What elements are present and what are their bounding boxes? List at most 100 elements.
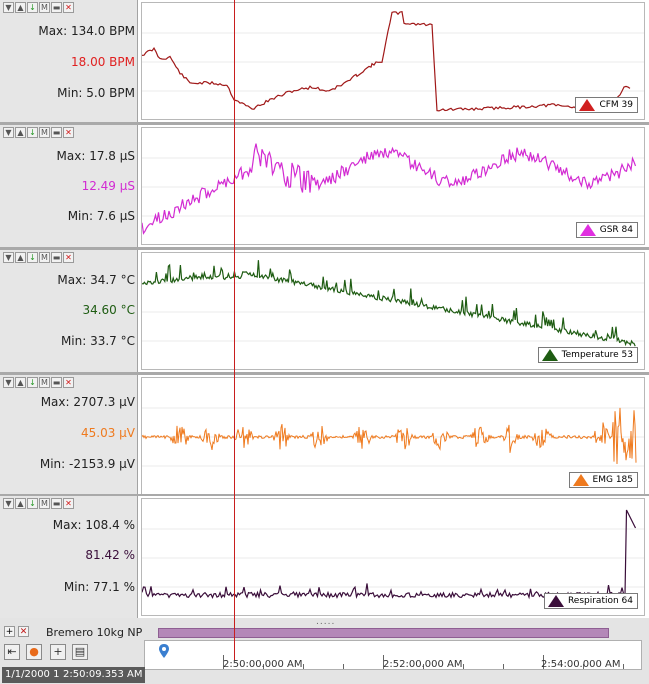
marker-icon[interactable]: M (39, 2, 50, 13)
waveform-plot[interactable]: CFM 39 (141, 2, 645, 120)
channel-divider[interactable] (0, 247, 649, 250)
location-pin-icon[interactable]: ● (26, 644, 42, 660)
legend-label: EMG 185 (592, 475, 633, 485)
marker-icon[interactable]: M (39, 252, 50, 263)
current-value: 12.49 µS (81, 179, 135, 193)
waveform-svg (142, 509, 644, 600)
channel-legend[interactable]: CFM 39 (575, 97, 638, 113)
channel-info-panel: ▼ ▲ ↓ M ▬ ✕ Max: 2707.3 µV 45.03 µV Min:… (0, 375, 138, 497)
move-down-icon[interactable]: ↓ (27, 498, 38, 509)
major-tick (223, 655, 224, 669)
min-value: Min: -2153.9 µV (39, 457, 135, 471)
channel-legend[interactable]: EMG 185 (568, 472, 638, 488)
major-tick (383, 655, 384, 669)
add-marker-icon[interactable]: + (50, 644, 66, 660)
channel-toolbar: ▼ ▲ ↓ M ▬ ✕ (3, 377, 74, 388)
min-value: Min: 33.7 °C (60, 334, 135, 348)
time-cursor-line[interactable] (234, 0, 235, 660)
current-value: 45.03 µV (80, 426, 135, 440)
expand-icon[interactable]: ▲ (15, 252, 26, 263)
channel-gsr: ▼ ▲ ↓ M ▬ ✕ Max: 17.8 µS 12.49 µS Min: 7… (0, 125, 649, 247)
minor-tick (503, 664, 504, 669)
collapse-icon[interactable]: ▼ (3, 127, 14, 138)
minor-tick (423, 664, 424, 669)
channel-info-panel: ▼ ▲ ↓ M ▬ ✕ Max: 34.7 °C 34.60 °C Min: 3… (0, 250, 138, 372)
channel-triangle-icon (579, 99, 596, 111)
channel-legend[interactable]: GSR 84 (575, 222, 638, 238)
time-axis[interactable]: 2:50:00.000 AM 2:52:00.000 AM 2:54:00.00… (144, 640, 642, 670)
channel-divider[interactable] (0, 122, 649, 125)
expand-icon[interactable]: ▲ (15, 498, 26, 509)
waveform-line (142, 407, 637, 465)
collapse-icon[interactable]: ▼ (3, 252, 14, 263)
tick-label: 2:50:00.000 AM (223, 659, 303, 670)
max-value: Max: 134.0 BPM (38, 24, 135, 38)
event-track: + ✕ Bremero 10kg NP (0, 626, 649, 642)
legend-label: Respiration 64 (567, 596, 633, 606)
remove-event-icon[interactable]: ✕ (18, 626, 29, 637)
marker-icon[interactable]: M (39, 377, 50, 388)
channel-legend[interactable]: Respiration 64 (543, 593, 638, 609)
channel-toolbar: ▼ ▲ ↓ M ▬ ✕ (3, 127, 74, 138)
close-icon[interactable]: ✕ (63, 377, 74, 388)
close-icon[interactable]: ✕ (63, 498, 74, 509)
collapse-icon[interactable]: ▼ (3, 2, 14, 13)
event-bar[interactable] (158, 628, 609, 638)
add-event-icon[interactable]: + (4, 626, 15, 637)
move-down-icon[interactable]: ↓ (27, 127, 38, 138)
export-icon[interactable]: ⇤ (4, 644, 20, 660)
tick-label: 2:52:00.000 AM (383, 659, 463, 670)
minor-tick (623, 664, 624, 669)
waveform-plot[interactable]: Temperature 53 (141, 252, 645, 370)
channel-toolbar: ▼ ▲ ↓ M ▬ ✕ (3, 2, 74, 13)
marker-icon[interactable]: M (39, 127, 50, 138)
min-value: Min: 77.1 % (63, 580, 135, 594)
waveform-plot[interactable]: GSR 84 (141, 127, 645, 245)
event-label: Bremero 10kg NP (46, 626, 143, 639)
channel-legend[interactable]: Temperature 53 (537, 347, 638, 363)
marker-icon[interactable]: M (39, 498, 50, 509)
film-strip-icon[interactable]: ▤ (72, 644, 88, 660)
collapse-icon[interactable]: ▼ (3, 377, 14, 388)
current-value: 34.60 °C (82, 303, 135, 317)
minimize-icon[interactable]: ▬ (51, 498, 62, 509)
minimize-icon[interactable]: ▬ (51, 377, 62, 388)
timeline-toolbar: ⇤ ● + ▤ (0, 642, 649, 664)
minor-tick (343, 664, 344, 669)
max-value: Max: 2707.3 µV (40, 395, 135, 409)
channel-temperature: ▼ ▲ ↓ M ▬ ✕ Max: 34.7 °C 34.60 °C Min: 3… (0, 250, 649, 372)
waveform-plot[interactable]: Respiration 64 (141, 498, 645, 616)
channel-toolbar: ▼ ▲ ↓ M ▬ ✕ (3, 252, 74, 263)
close-icon[interactable]: ✕ (63, 127, 74, 138)
channel-divider[interactable] (0, 494, 649, 497)
minimize-icon[interactable]: ▬ (51, 2, 62, 13)
move-down-icon[interactable]: ↓ (27, 252, 38, 263)
time-marker-pin-icon[interactable] (159, 644, 169, 658)
minor-tick (463, 664, 464, 669)
expand-icon[interactable]: ▲ (15, 127, 26, 138)
waveform-plot[interactable]: EMG 185 (141, 377, 645, 495)
move-down-icon[interactable]: ↓ (27, 2, 38, 13)
expand-icon[interactable]: ▲ (15, 2, 26, 13)
max-value: Max: 108.4 % (52, 518, 135, 532)
move-down-icon[interactable]: ↓ (27, 377, 38, 388)
channel-divider[interactable] (0, 372, 649, 375)
date-readout: 1/1/2000 1 (2, 667, 62, 683)
channel-triangle-icon (541, 349, 558, 361)
current-value: 18.00 BPM (71, 55, 135, 69)
minimize-icon[interactable]: ▬ (51, 252, 62, 263)
channel-info-panel: ▼ ▲ ↓ M ▬ ✕ Max: 17.8 µS 12.49 µS Min: 7… (0, 125, 138, 247)
minor-tick (263, 664, 264, 669)
legend-label: GSR 84 (599, 225, 633, 235)
channel-triangle-icon (579, 224, 596, 236)
close-icon[interactable]: ✕ (63, 2, 74, 13)
channel-triangle-icon (547, 595, 564, 607)
close-icon[interactable]: ✕ (63, 252, 74, 263)
collapse-icon[interactable]: ▼ (3, 498, 14, 509)
max-value: Max: 17.8 µS (56, 149, 135, 163)
min-value: Min: 5.0 BPM (57, 86, 135, 100)
minimize-icon[interactable]: ▬ (51, 127, 62, 138)
splitter-grip[interactable]: ..... (316, 617, 336, 627)
expand-icon[interactable]: ▲ (15, 377, 26, 388)
tick-label: 2:54:00.000 AM (541, 659, 621, 670)
